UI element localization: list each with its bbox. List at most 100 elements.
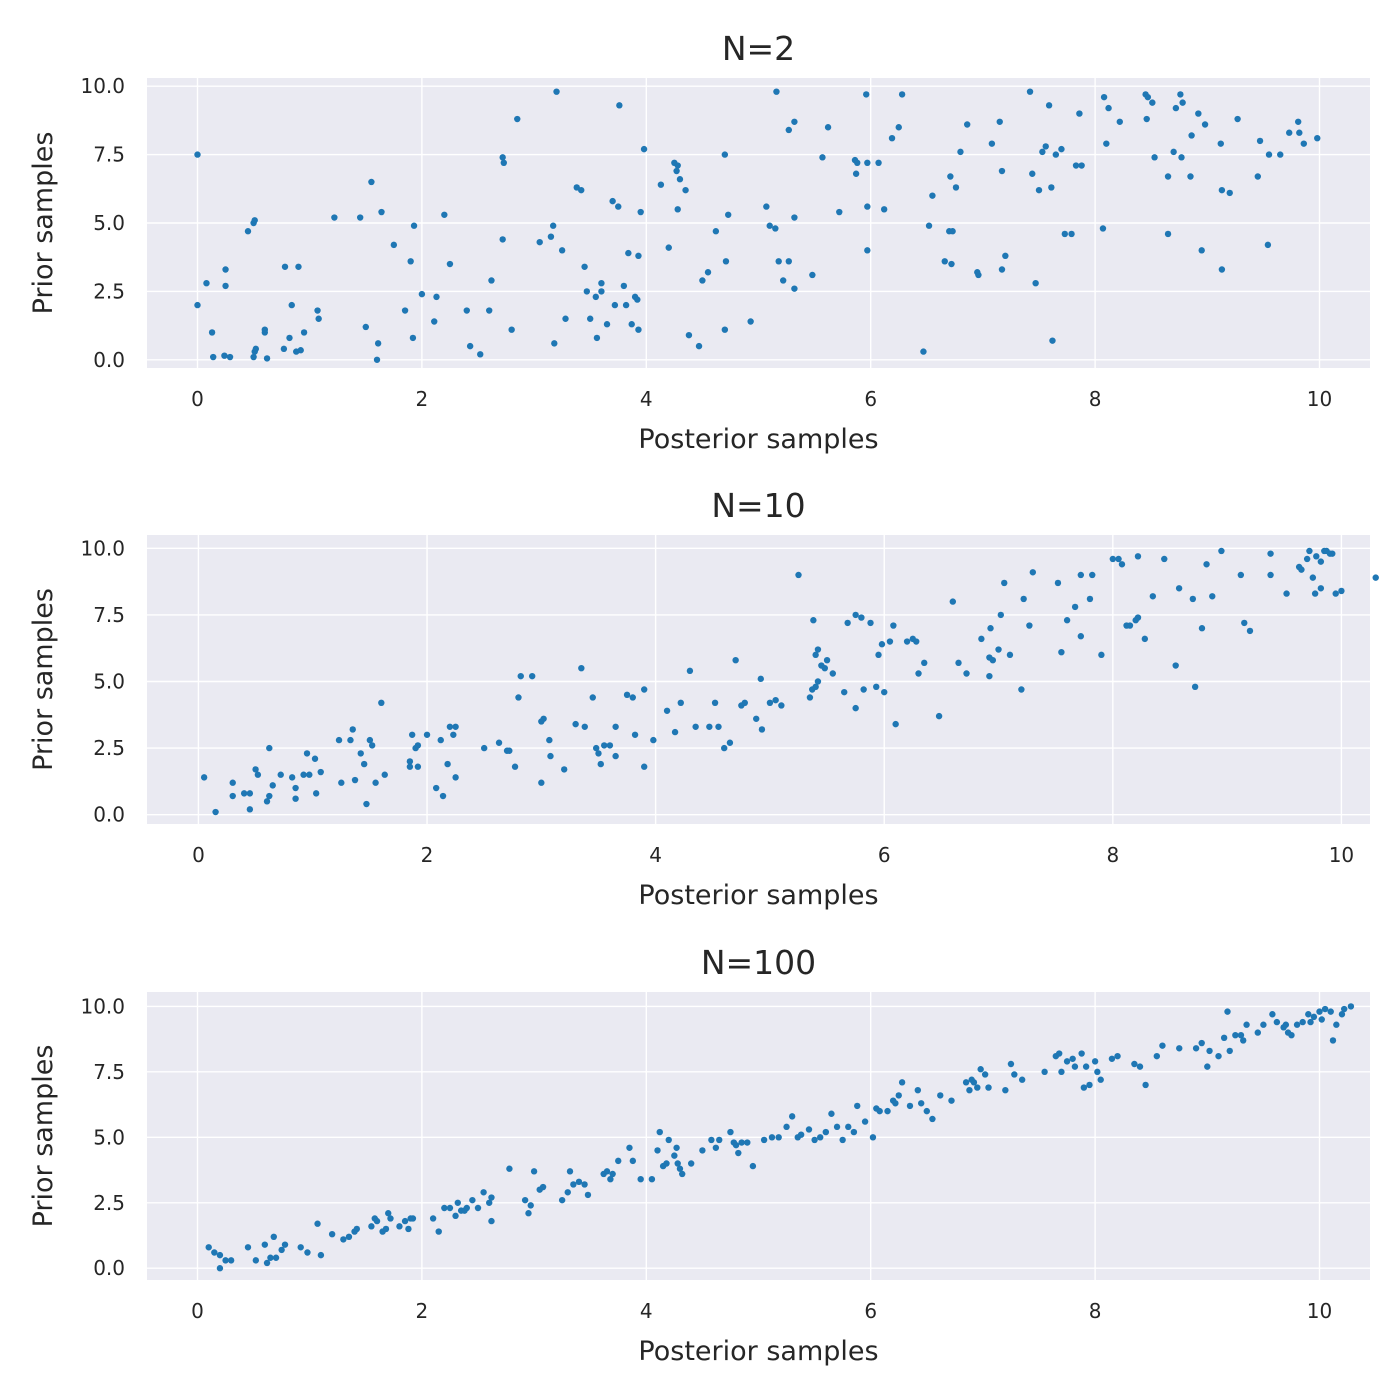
scatter-point bbox=[1058, 648, 1065, 656]
scatter-point bbox=[409, 1215, 417, 1222]
y-tick-label: 0.0 bbox=[93, 803, 125, 827]
scatter-point bbox=[823, 656, 831, 664]
scatter-point bbox=[886, 638, 894, 645]
x-tick-label: 8 bbox=[1089, 1299, 1102, 1323]
scatter-point bbox=[1077, 571, 1085, 579]
scatter-point bbox=[266, 744, 273, 752]
scatter-point bbox=[1007, 1060, 1015, 1068]
scatter-point bbox=[1039, 148, 1046, 156]
scatter-point bbox=[1001, 579, 1008, 587]
scatter-point bbox=[860, 686, 867, 693]
scatter-point bbox=[779, 277, 787, 284]
scatter-point bbox=[1159, 1042, 1166, 1049]
scatter-point bbox=[581, 263, 588, 270]
x-tick-label: 6 bbox=[864, 387, 877, 411]
scatter-point bbox=[530, 1168, 538, 1175]
scatter-point bbox=[600, 742, 608, 749]
scatter-point bbox=[1020, 595, 1027, 603]
scatter-panel-n10: 0 2 4 6 8 10 0.0 2.5 5.0 7.5 10.0 N=10 Posterior sam… bbox=[28, 486, 1379, 911]
scatter-point bbox=[254, 771, 262, 778]
scatter-point bbox=[1069, 1055, 1076, 1062]
scatter-point bbox=[1029, 170, 1036, 177]
scatter-point bbox=[676, 176, 684, 183]
scatter-point bbox=[952, 184, 960, 191]
scatter-point bbox=[970, 1079, 978, 1086]
scatter-point bbox=[525, 1210, 532, 1217]
scatter-point bbox=[852, 704, 859, 712]
scatter-point bbox=[1306, 547, 1313, 555]
scatter-point bbox=[640, 145, 648, 153]
scatter-point bbox=[1333, 1021, 1340, 1028]
scatter-point bbox=[985, 1084, 992, 1091]
scatter-point bbox=[368, 1223, 375, 1230]
scatter-point bbox=[1338, 1011, 1346, 1018]
scatter-point bbox=[741, 699, 748, 707]
scatter-point bbox=[768, 1134, 776, 1141]
scatter-point bbox=[1209, 593, 1216, 600]
scatter-point bbox=[1076, 110, 1083, 117]
scatter-point bbox=[463, 1204, 470, 1212]
scatter-point bbox=[674, 206, 681, 213]
scatter-point bbox=[566, 1168, 574, 1175]
scatter-point bbox=[222, 1257, 229, 1264]
scatter-point bbox=[995, 646, 1002, 653]
scatter-point bbox=[1091, 1058, 1099, 1065]
scatter-point bbox=[996, 118, 1003, 125]
scatter-point bbox=[726, 739, 734, 746]
scatter-point bbox=[335, 736, 343, 744]
scatter-point bbox=[414, 742, 422, 749]
scatter-point bbox=[1149, 593, 1157, 600]
scatter-point bbox=[252, 766, 259, 773]
scatter-point bbox=[757, 675, 764, 683]
scatter-point bbox=[1298, 566, 1305, 573]
scatter-point bbox=[929, 192, 936, 199]
scatter-point bbox=[414, 763, 422, 770]
scatter-point bbox=[819, 154, 826, 161]
scatter-point bbox=[454, 1199, 461, 1206]
scatter-point bbox=[488, 1217, 495, 1225]
chart-title-n10: N=10 bbox=[711, 486, 805, 525]
scatter-point bbox=[227, 1257, 235, 1264]
scatter-point bbox=[706, 723, 713, 730]
scatter-point bbox=[315, 315, 322, 322]
scatter-point bbox=[987, 625, 994, 632]
scatter-point bbox=[401, 1217, 409, 1225]
scatter-point bbox=[1195, 110, 1202, 117]
scatter-point bbox=[1086, 595, 1094, 603]
x-tick-label: 8 bbox=[1089, 387, 1102, 411]
scatter-point bbox=[357, 750, 364, 757]
scatter-point bbox=[1293, 1021, 1301, 1028]
scatter-point bbox=[679, 1170, 686, 1178]
scatter-point bbox=[1086, 1081, 1093, 1089]
x-tick-label: 2 bbox=[421, 843, 434, 867]
scatter-point bbox=[288, 774, 296, 781]
scatter-points bbox=[194, 88, 1321, 363]
scatter-point bbox=[314, 1220, 321, 1227]
scatter-point bbox=[708, 1136, 715, 1144]
scatter-point bbox=[606, 742, 614, 749]
scatter-point bbox=[616, 102, 623, 109]
scatter-point bbox=[446, 723, 454, 730]
scatter-point bbox=[527, 1202, 534, 1209]
scatter-point bbox=[1175, 585, 1183, 592]
scatter-point bbox=[766, 699, 774, 707]
scatter-point bbox=[1035, 186, 1043, 194]
scatter-point bbox=[1232, 1032, 1239, 1039]
scatter-point bbox=[495, 739, 503, 746]
plot-area bbox=[147, 992, 1370, 1280]
scatter-point bbox=[1071, 603, 1079, 611]
scatter-point bbox=[915, 670, 922, 677]
scatter-point bbox=[244, 228, 252, 235]
scatter-point bbox=[1300, 140, 1308, 147]
scatter-point bbox=[850, 1128, 858, 1136]
scatter-point bbox=[441, 211, 448, 218]
scatter-point bbox=[1240, 1037, 1247, 1044]
y-tick-label: 5.0 bbox=[93, 1125, 125, 1149]
scatter-point bbox=[727, 1128, 734, 1136]
scatter-point bbox=[1026, 88, 1034, 95]
scatter-point bbox=[1063, 1058, 1071, 1065]
scatter-point bbox=[712, 228, 720, 235]
scatter-point bbox=[1313, 553, 1320, 560]
scatter-point bbox=[977, 1066, 984, 1073]
